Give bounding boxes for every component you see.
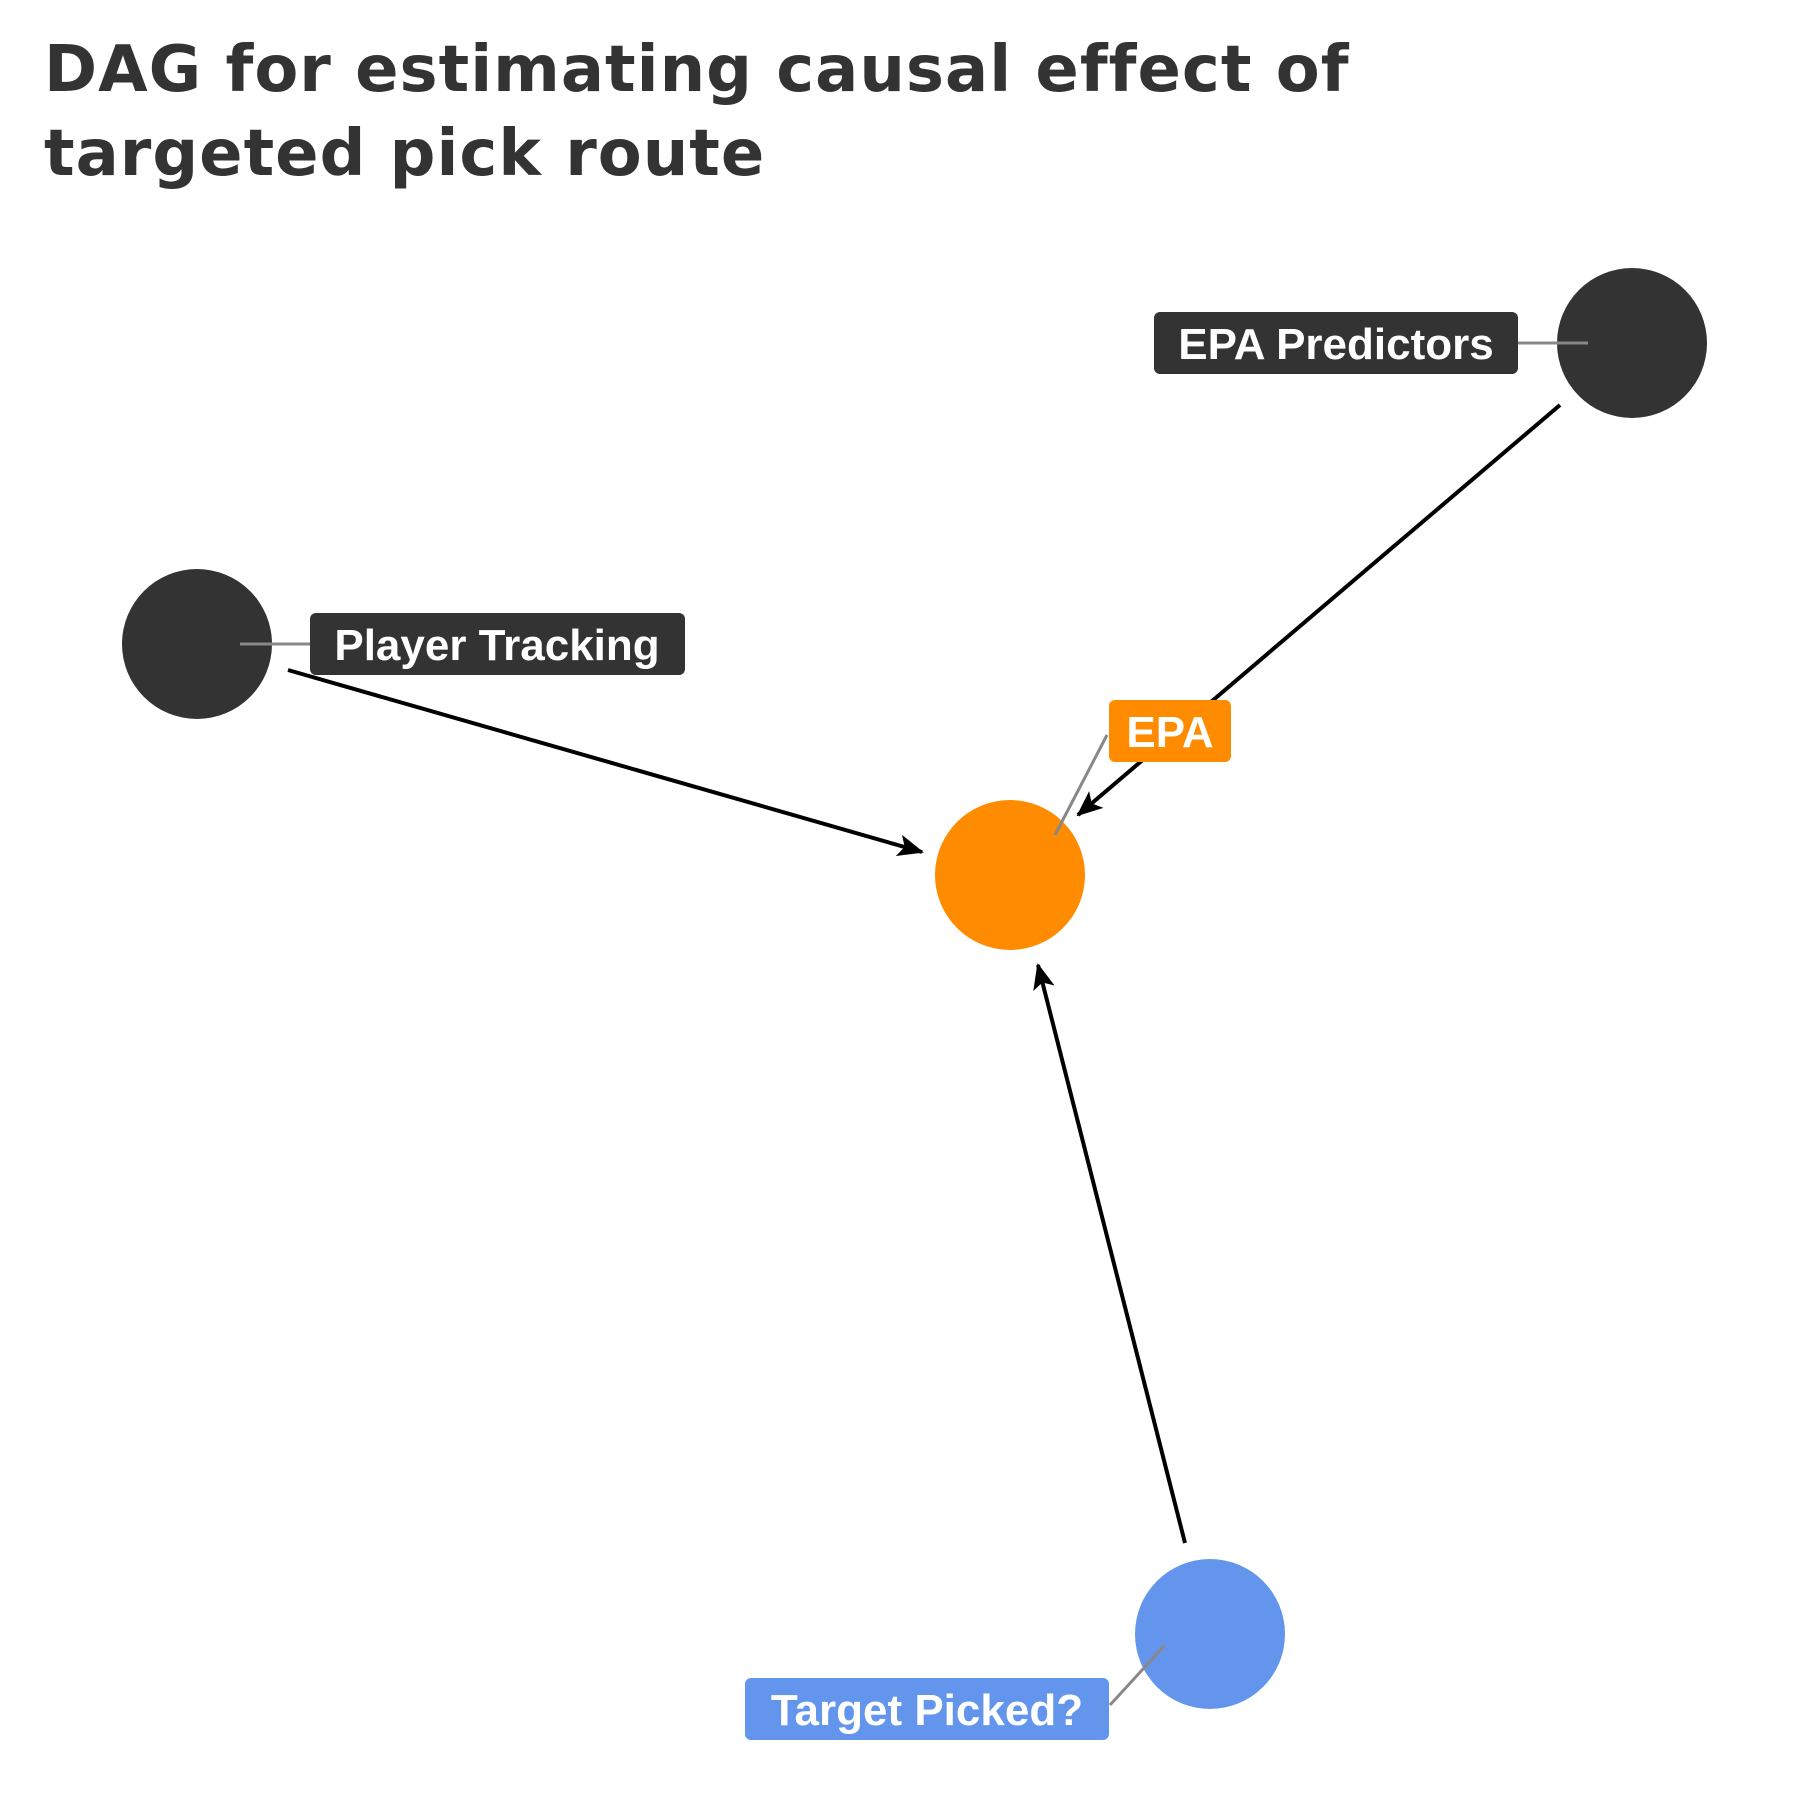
label-player-tracking: Player Tracking xyxy=(310,613,685,675)
label-box-player-tracking xyxy=(310,613,685,675)
label-epa-predictors: EPA Predictors xyxy=(1154,312,1518,374)
label-text-epa-predictors: EPA Predictors xyxy=(1178,320,1493,369)
node-epa-predictors xyxy=(1557,268,1707,418)
label-box-epa xyxy=(1109,700,1231,762)
label-target-picked: Target Picked? xyxy=(745,1678,1109,1740)
label-text-target-picked: Target Picked? xyxy=(771,1686,1083,1735)
leader-epa xyxy=(1053,734,1109,836)
leader-lines-group xyxy=(240,341,1588,1707)
node-epa xyxy=(935,800,1085,950)
label-text-player-tracking: Player Tracking xyxy=(334,621,659,670)
label-text-epa: EPA xyxy=(1126,708,1213,757)
label-box-target-picked xyxy=(745,1678,1109,1740)
edge-player-tracking-to-epa xyxy=(287,668,924,856)
nodes-group xyxy=(122,268,1707,1709)
label-epa: EPA xyxy=(1109,700,1231,762)
edge-target-picked-to-epa xyxy=(1033,963,1187,1544)
label-box-epa-predictors xyxy=(1154,312,1518,374)
node-target-picked xyxy=(1135,1559,1285,1709)
node-player-tracking xyxy=(122,569,272,719)
edges-group xyxy=(287,403,1562,1544)
page-title: DAG for estimating causal effect of targ… xyxy=(44,33,1350,191)
leader-target-picked xyxy=(1108,1643,1167,1707)
